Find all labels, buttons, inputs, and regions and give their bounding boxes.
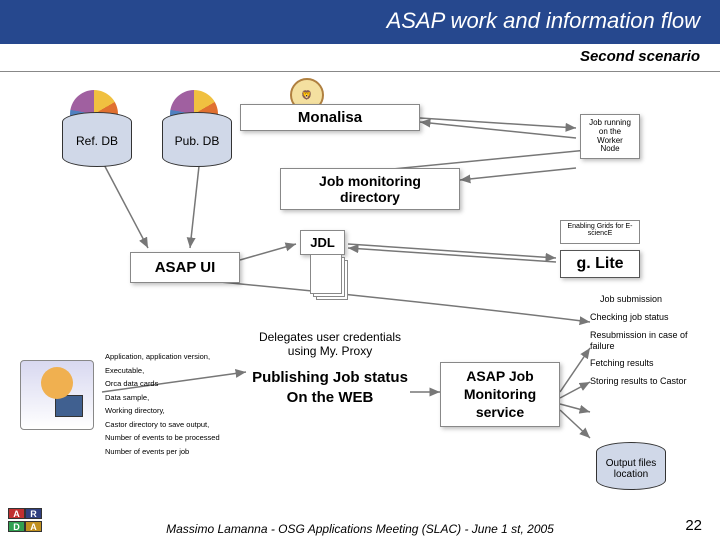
refdb-cylinder: Ref. DB — [62, 112, 132, 167]
asap-jms-box: ASAP Job Monitoring service — [440, 362, 560, 427]
right-1: Resubmission in case of failure — [590, 330, 690, 352]
right-0: Checking job status — [590, 312, 690, 323]
user-icon — [20, 360, 94, 430]
subtitle: Second scenario — [580, 48, 700, 65]
monalisa-label: Monalisa — [298, 109, 362, 126]
app-params-list: Application, application version, Execut… — [105, 350, 235, 458]
subtitle-bar: Second scenario — [0, 44, 720, 72]
param-0: Application, application version, — [105, 350, 235, 364]
jdl-box: JDL — [300, 230, 345, 255]
glite-label: g. Lite — [576, 255, 623, 272]
refdb-label: Ref. DB — [62, 134, 132, 148]
egee-label: Enabling Grids for E-sciencE — [568, 223, 633, 237]
jdl-label: JDL — [310, 235, 335, 250]
footer-text: Massimo Lamanna - OSG Applications Meeti… — [0, 522, 720, 536]
job-running-box: Job running on the Worker Node — [580, 114, 640, 159]
right-3: Storing results to Castor — [590, 376, 690, 387]
jdl-docs-icon — [310, 254, 350, 302]
param-6: Number of events to be processed — [105, 431, 235, 445]
right-actions-list: Checking job status Resubmission in case… — [590, 312, 690, 394]
asapjms-label: ASAP Job Monitoring service — [464, 368, 536, 420]
asap-ui-box: ASAP UI — [130, 252, 240, 283]
job-submission-label: Job submission — [600, 294, 662, 304]
param-2: Orca data cards — [105, 377, 235, 391]
monalisa-box: Monalisa — [240, 104, 420, 131]
page-title: ASAP work and information flow — [387, 8, 700, 34]
page-number: 22 — [685, 517, 702, 534]
outfiles-cylinder: Output files location — [596, 442, 666, 497]
outfiles-label: Output files location — [591, 458, 671, 480]
title-bar: ASAP work and information flow — [0, 0, 720, 44]
pubdb-cylinder: Pub. DB — [162, 112, 232, 167]
asapui-label: ASAP UI — [155, 259, 216, 276]
pubdb-label: Pub. DB — [162, 134, 232, 148]
param-7: Number of events per job — [105, 445, 235, 459]
mid-actions: Delegates user credentials using My. Pro… — [250, 330, 410, 407]
jobmon-label: Job monitoring directory — [319, 173, 421, 205]
param-1: Executable, — [105, 364, 235, 378]
param-3: Data sample, — [105, 391, 235, 405]
jobmon-dir-box: Job monitoring directory — [280, 168, 460, 210]
delegate-text: Delegates user credentials using My. Pro… — [250, 330, 410, 358]
param-5: Castor directory to save output, — [105, 418, 235, 432]
glite-box: g. Lite — [560, 250, 640, 278]
param-4: Working directory, — [105, 404, 235, 418]
egee-logo: Enabling Grids for E-sciencE — [560, 220, 640, 244]
diagram-stage: Ref. DB Pub. DB 🦁 Monalisa Job monitorin… — [0, 72, 720, 540]
jobrun-label: Job running on the Worker Node — [589, 118, 631, 153]
right-2: Fetching results — [590, 358, 690, 369]
publish-text: Publishing Job status On the WEB — [250, 368, 410, 407]
